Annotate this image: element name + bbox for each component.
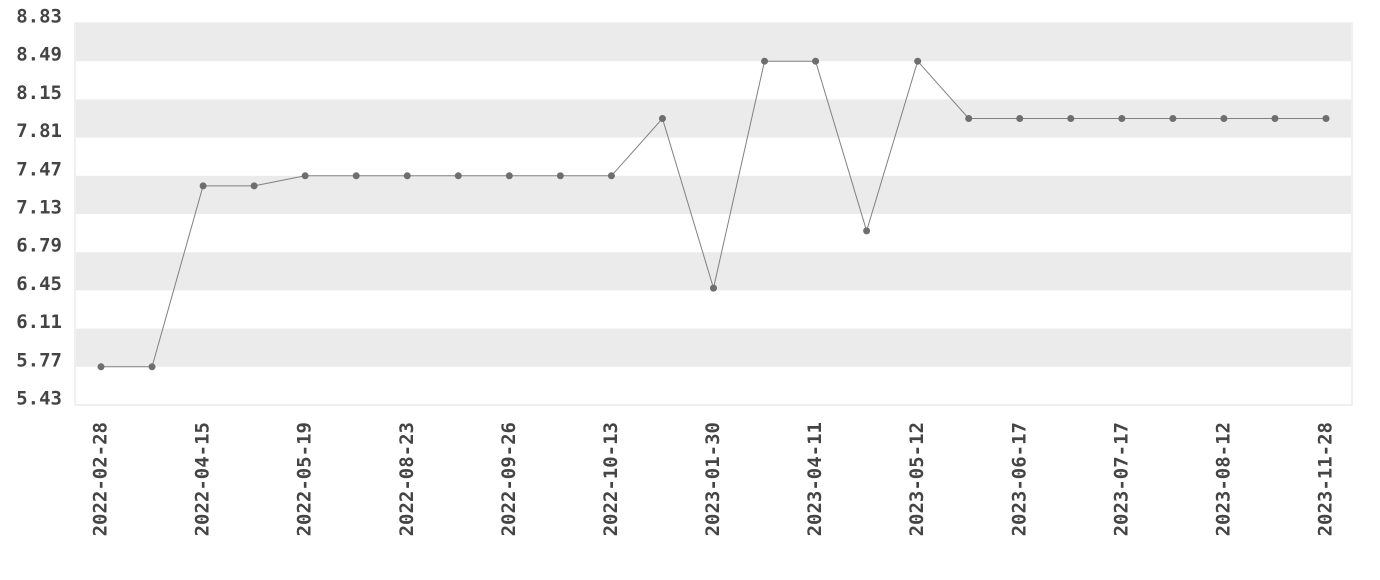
x-tick-label: 2023-05-12 bbox=[906, 422, 928, 536]
x-tick-label: 2023-07-17 bbox=[1110, 422, 1132, 536]
y-tick-label: 8.15 bbox=[16, 82, 62, 104]
grid-band bbox=[76, 175, 1351, 214]
point bbox=[761, 57, 769, 65]
point bbox=[454, 172, 462, 180]
y-tick-label: 5.77 bbox=[16, 349, 62, 371]
y-tick-label: 7.13 bbox=[16, 197, 62, 219]
x-tick-label: 2022-02-28 bbox=[90, 422, 112, 536]
point bbox=[863, 227, 871, 235]
point bbox=[97, 363, 105, 371]
point bbox=[1067, 115, 1075, 122]
point bbox=[1271, 115, 1279, 122]
x-tick-label: 2022-04-15 bbox=[192, 422, 214, 536]
y-tick-label: 5.43 bbox=[16, 388, 62, 410]
point bbox=[1118, 115, 1126, 122]
point bbox=[352, 172, 360, 180]
y-tick-label: 6.45 bbox=[16, 273, 62, 295]
point bbox=[1016, 115, 1024, 122]
x-tick-label: 2023-04-11 bbox=[804, 422, 826, 536]
y-tick-label: 8.83 bbox=[16, 6, 62, 28]
point bbox=[556, 172, 564, 180]
grid-band bbox=[76, 328, 1351, 367]
grid-band bbox=[76, 23, 1351, 62]
x-tick-label: 2022-05-19 bbox=[294, 422, 316, 536]
point bbox=[505, 172, 513, 180]
point bbox=[1322, 115, 1330, 122]
y-tick-label: 8.49 bbox=[16, 44, 62, 66]
point bbox=[607, 172, 615, 180]
y-tick-label: 7.81 bbox=[16, 120, 62, 142]
point bbox=[250, 182, 258, 190]
point bbox=[1169, 115, 1177, 122]
y-tick-label: 7.47 bbox=[16, 158, 62, 180]
point bbox=[403, 172, 411, 180]
x-tick-label: 2023-11-28 bbox=[1315, 422, 1337, 536]
point bbox=[710, 284, 717, 292]
point bbox=[301, 172, 309, 180]
x-tick-label: 2023-01-30 bbox=[702, 422, 724, 536]
point bbox=[914, 57, 922, 65]
y-tick-label: 6.11 bbox=[16, 311, 62, 333]
x-tick-label: 2022-08-23 bbox=[396, 422, 418, 536]
point bbox=[658, 115, 666, 122]
point bbox=[199, 182, 207, 190]
x-tick-label: 2022-09-26 bbox=[498, 422, 520, 536]
point bbox=[812, 57, 820, 65]
x-tick-label: 2022-10-13 bbox=[600, 422, 622, 536]
x-tick-label: 2023-08-12 bbox=[1212, 422, 1234, 536]
point bbox=[965, 115, 973, 122]
point bbox=[148, 363, 156, 371]
y-tick-label: 6.79 bbox=[16, 235, 62, 257]
point bbox=[1220, 115, 1228, 122]
grid-band bbox=[76, 252, 1351, 291]
x-tick-label: 2023-06-17 bbox=[1008, 422, 1030, 536]
